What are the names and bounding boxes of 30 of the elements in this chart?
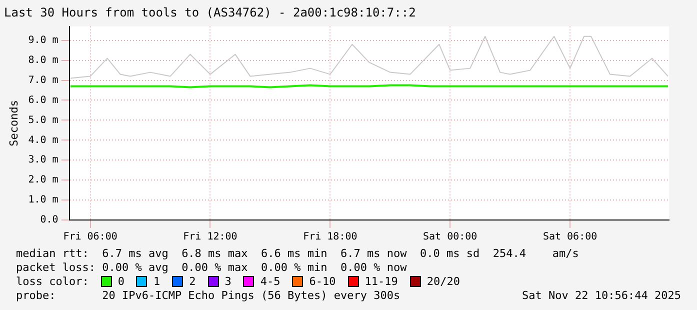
y-tick-label: 9.0 m [28,34,58,46]
legend-label: 2 [189,275,196,288]
legend-label: 6-10 [309,275,336,288]
y-tick-label: 5.0 m [28,114,58,126]
y-tick-label: 3.0 m [28,154,58,166]
y-tick-label: 6.0 m [28,94,58,106]
y-tick-label: 4.0 m [28,134,58,146]
text: packet loss: 0.00 % avg 0.00 % max 0.00 % min 0.00 % now [16,261,407,274]
x-tick-label: Fri 18:00 [303,232,358,243]
x-tick-label: Fri 06:00 [63,232,118,243]
y-tick-label: 8.0 m [28,54,58,66]
y-tick-label: 0.0 [40,214,58,226]
y-tick-label: 2.0 m [28,174,58,186]
chart-title: Last 30 Hours from tools to (AS34762) - 2a00:1c98:10:7::2 [4,5,416,20]
legend-label: 0 [118,275,124,288]
y-axis-title: Seconds [7,100,20,146]
text: median rtt: 6.7 ms avg 6.8 ms max 6.6 ms min 6.7 ms now 0.0 ms sd 254.4 am/s [16,247,579,260]
legend-label: 11-19 [364,275,398,288]
y-tick-label: 1.0 m [28,194,58,206]
x-tick-label: Sat 00:00 [423,232,478,243]
text: Sat Nov 22 10:56:44 2025 [522,289,681,302]
legend-label: 1 [153,275,160,288]
x-tick-label: Fri 12:00 [183,232,238,243]
legend-label: 4-5 [260,275,280,288]
legend-title: loss color: [16,275,89,288]
legend-label: 20/20 [426,275,460,288]
y-tick-label: 7.0 m [28,74,58,86]
text: probe: 20 IPv6-ICMP Echo Pings (56 Bytes) every 300s [16,289,400,302]
legend-label: 3 [224,275,232,288]
x-tick-label: Sat 06:00 [542,232,598,243]
